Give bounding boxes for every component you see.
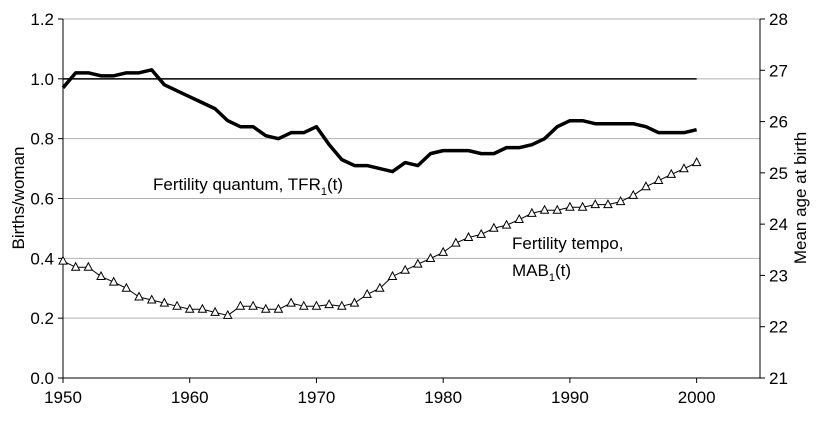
annotation: Fertility quantum, TFR1(t) <box>153 175 343 198</box>
annotation-text: MAB <box>512 261 549 280</box>
marker <box>539 204 550 214</box>
y2-tick-label: 26 <box>769 113 788 132</box>
marker <box>336 300 347 310</box>
marker <box>387 270 398 280</box>
annotation-text: (t) <box>555 261 571 280</box>
marker <box>260 303 271 313</box>
marker <box>83 261 94 271</box>
marker <box>463 231 474 241</box>
y2-axis-label: Mean age at birth <box>791 132 810 264</box>
marker <box>184 303 195 313</box>
marker <box>70 261 81 271</box>
marker <box>489 222 499 232</box>
marker <box>628 189 639 199</box>
y2-tick-label: 24 <box>769 215 788 234</box>
y2-tick-label: 27 <box>769 61 788 80</box>
marker <box>197 303 208 313</box>
marker <box>653 174 664 185</box>
y-tick-label: 1.2 <box>30 10 54 29</box>
marker <box>425 252 436 263</box>
marker <box>400 264 410 274</box>
marker <box>476 228 487 238</box>
marker <box>451 237 461 247</box>
annotation-text: Fertility tempo, <box>512 234 623 253</box>
y2-tick-label: 23 <box>769 266 788 285</box>
marker <box>413 258 423 268</box>
marker <box>235 300 246 310</box>
marker <box>691 157 702 167</box>
marker <box>58 255 68 265</box>
annotation-subscript: 1 <box>321 186 327 198</box>
marker <box>96 270 106 280</box>
marker <box>134 291 144 301</box>
marker <box>349 297 360 307</box>
marker <box>324 299 334 309</box>
y2-tick-label: 25 <box>769 164 788 183</box>
y-tick-label: 0.0 <box>30 369 54 388</box>
y2-tick-label: 21 <box>769 369 788 388</box>
x-tick-label: 1970 <box>298 388 336 407</box>
marker <box>248 300 258 310</box>
marker <box>222 309 233 319</box>
marker <box>590 199 601 209</box>
x-tick-label: 1990 <box>551 388 589 407</box>
y2-tick-label: 28 <box>769 10 788 29</box>
marker <box>172 300 182 310</box>
marker <box>666 168 677 178</box>
x-tick-label: 2000 <box>678 388 716 407</box>
series-line <box>61 68 698 174</box>
marker <box>577 201 588 211</box>
y-axis-label: Births/woman <box>9 147 28 250</box>
annotation-text: Fertility quantum, TFR <box>153 175 321 194</box>
marker <box>146 294 157 304</box>
marker <box>552 204 563 214</box>
marker <box>298 300 309 310</box>
marker <box>527 207 537 217</box>
annotation-text: (t) <box>327 175 343 194</box>
x-tick-label: 1960 <box>171 388 209 407</box>
x-tick-label: 1980 <box>424 388 462 407</box>
y-tick-label: 0.4 <box>30 249 54 268</box>
marker <box>514 213 525 224</box>
marker <box>273 303 284 313</box>
marker <box>603 199 613 209</box>
marker <box>159 297 170 307</box>
marker <box>438 246 449 256</box>
marker <box>501 219 512 229</box>
marker <box>286 297 296 307</box>
marker <box>641 181 651 191</box>
marker <box>374 282 385 292</box>
annotation-subscript: 1 <box>549 272 555 284</box>
marker <box>108 276 119 286</box>
y-tick-label: 0.2 <box>30 309 54 328</box>
y-tick-label: 0.8 <box>30 130 54 149</box>
y-tick-label: 1.0 <box>30 70 54 89</box>
marker <box>311 300 322 310</box>
marker <box>362 288 372 298</box>
marker <box>210 306 220 316</box>
y2-tick-label: 22 <box>769 318 788 337</box>
marker <box>615 196 626 206</box>
x-tick-label: 1950 <box>44 388 82 407</box>
annotation: MAB1(t) <box>512 261 571 284</box>
marker <box>121 282 132 292</box>
annotation: Fertility tempo, <box>512 234 623 253</box>
y-tick-label: 0.6 <box>30 190 54 209</box>
marker <box>565 201 575 211</box>
marker <box>679 163 689 173</box>
